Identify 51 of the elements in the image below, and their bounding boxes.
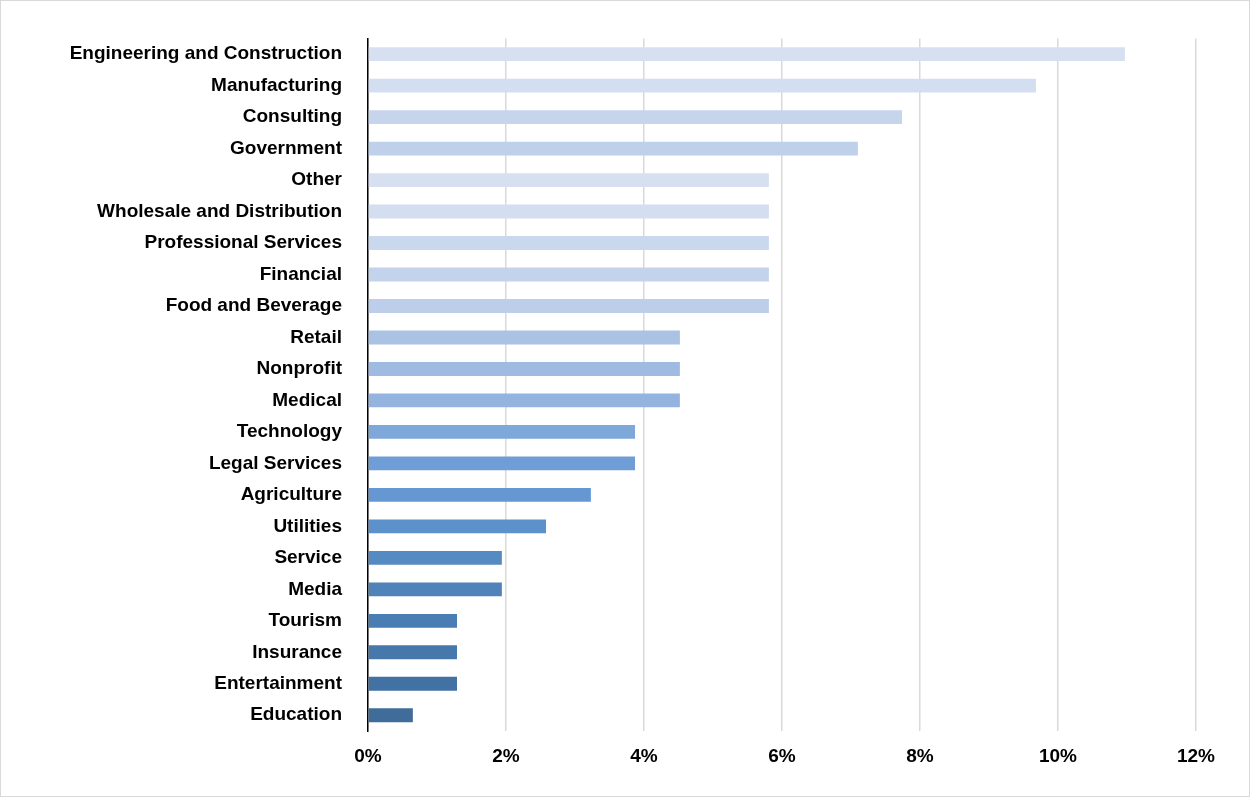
y-tick-label: Agriculture [240,483,342,505]
bar [368,456,636,471]
y-tick-label: Media [288,577,343,599]
y-tick-label: Government [230,136,343,158]
x-tick-label: 4% [630,744,658,766]
y-tick-label: Engineering and Construction [69,42,342,64]
y-tick-label: Medical [272,388,342,410]
bar [368,582,502,597]
bar [368,47,1125,62]
bar [368,267,769,282]
x-tick-label: 0% [354,744,382,766]
y-tick-label: Manufacturing [211,73,342,95]
y-tick-label: Food and Beverage [165,294,342,316]
bar [368,487,591,502]
y-tick-label: Consulting [242,105,342,127]
bar [368,613,458,628]
bar [368,393,680,408]
bar [368,645,458,660]
y-tick-label: Insurance [252,640,342,662]
y-tick-label: Other [291,168,343,190]
y-tick-label: Utilities [273,514,342,536]
bar [368,78,1036,93]
x-tick-label: 2% [492,744,520,766]
bar [368,425,636,439]
y-tick-label: Financial [259,262,342,284]
y-tick-label: Professional Services [144,231,342,253]
y-tick-label: Technology [236,420,343,442]
bar [368,299,769,313]
bar [368,204,769,219]
bar [368,173,769,187]
bar [368,141,858,156]
y-tick-label: Legal Services [208,451,342,473]
bar [368,550,502,565]
y-tick-label: Retail [290,325,342,347]
bar [368,330,680,345]
x-tick-label: 6% [768,744,796,766]
y-tick-label: Tourism [268,609,342,631]
bar [368,110,903,125]
y-tick-label: Education [250,703,342,725]
x-tick-label: 10% [1038,744,1078,766]
bar [368,519,547,534]
bar [368,362,680,376]
x-tick-label: 8% [906,744,934,766]
y-tick-label: Service [274,546,342,568]
y-tick-label: Nonprofit [256,357,343,379]
bar [368,676,458,691]
x-tick-label: 12% [1176,744,1216,766]
y-tick-label: Wholesale and Distribution [97,199,342,221]
bar [368,708,413,723]
y-tick-label: Entertainment [214,672,343,694]
bar [368,236,769,250]
